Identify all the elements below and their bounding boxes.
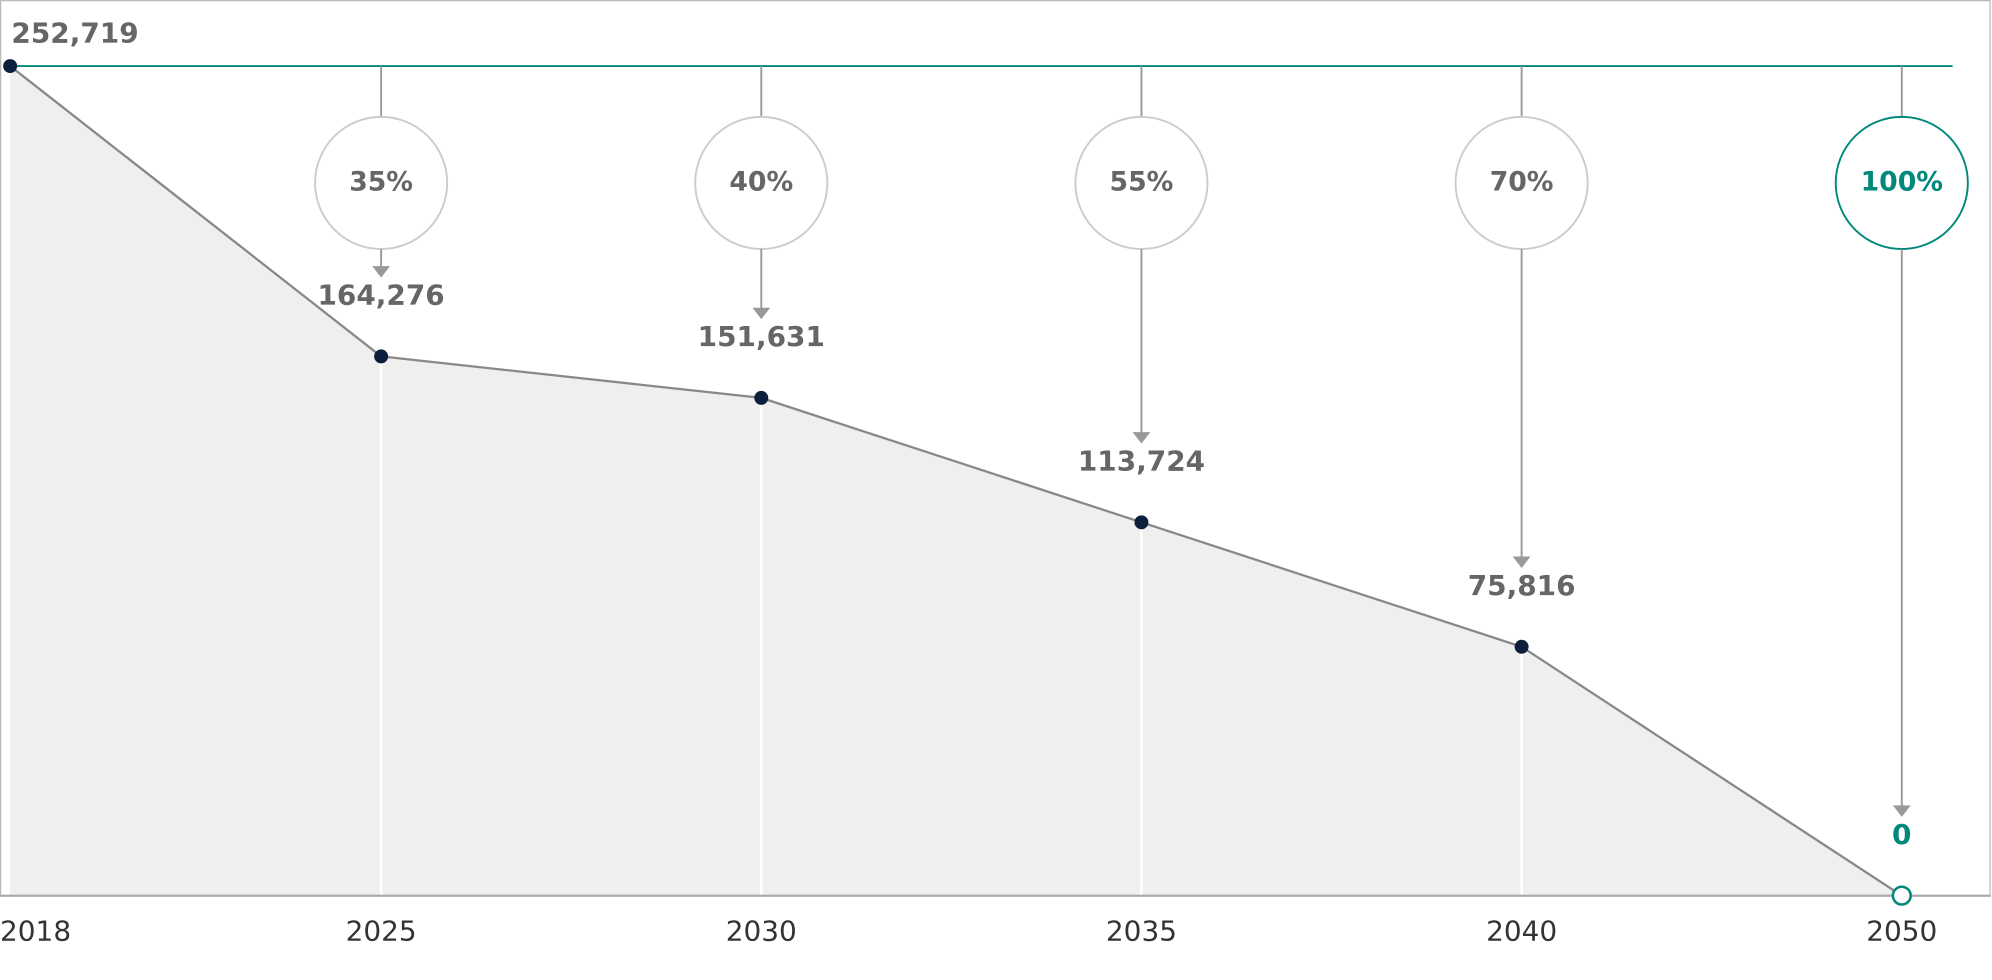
x-tick-label: 2035 — [1106, 914, 1177, 947]
value-label: 113,724 — [1078, 445, 1205, 478]
value-label: 164,276 — [317, 279, 444, 312]
point — [754, 390, 769, 405]
x-tick-label: 2030 — [726, 914, 797, 947]
arrow-head — [752, 307, 771, 320]
reduction-label: 35% — [349, 166, 413, 197]
x-tick-label: 2050 — [1866, 914, 1937, 947]
arrow-head — [1892, 805, 1911, 817]
reduction-label: 55% — [1110, 166, 1174, 197]
point — [374, 349, 389, 364]
arrow-head — [1132, 432, 1151, 444]
area — [10, 66, 1902, 896]
point — [1514, 639, 1529, 654]
plot: 252,719 2018 35% 164,276 2025 40% 151,631 2030 5… — [0, 0, 1991, 947]
point — [3, 59, 18, 74]
point — [1134, 515, 1149, 530]
point — [1891, 885, 1912, 906]
value-label: 252,719 — [11, 16, 138, 49]
reduction-label: 40% — [729, 166, 793, 197]
x-tick-label: 2018 — [0, 914, 71, 947]
value-label: 75,816 — [1468, 569, 1576, 602]
x-tick-label: 2025 — [346, 914, 417, 947]
reduction-label: 100% — [1861, 166, 1943, 197]
x-tick-label: 2040 — [1486, 914, 1557, 947]
reduction-label: 70% — [1490, 166, 1554, 197]
arrow-head — [1512, 556, 1531, 568]
line — [9, 65, 1903, 897]
value-label: 0 — [1892, 818, 1911, 851]
arrow-head — [372, 266, 391, 278]
value-label: 151,631 — [698, 320, 825, 353]
